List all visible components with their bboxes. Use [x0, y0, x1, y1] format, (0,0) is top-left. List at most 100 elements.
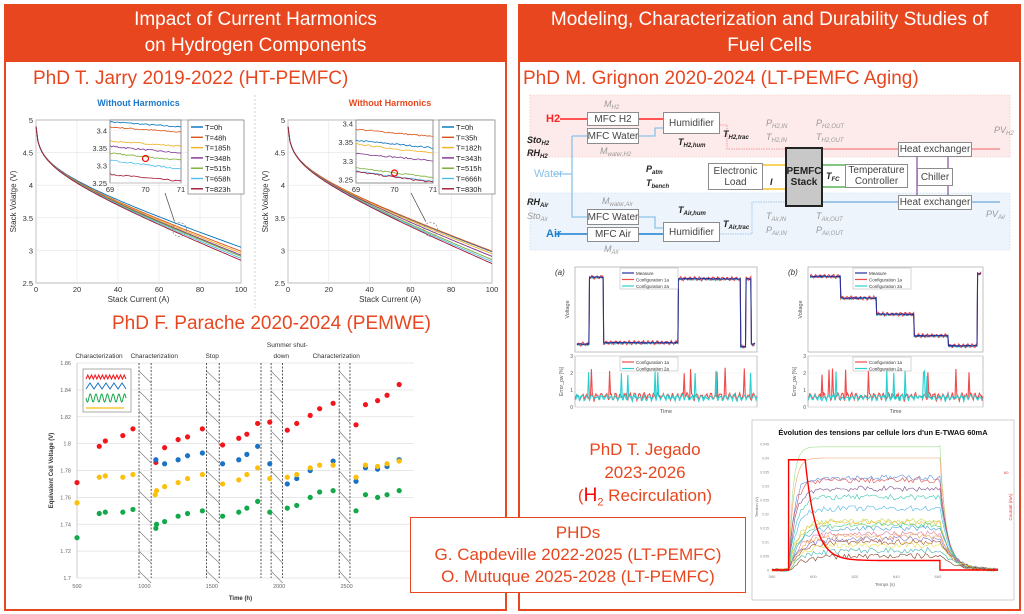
- legend-label: T=830h: [456, 185, 482, 194]
- inset-series-line: [355, 152, 434, 162]
- x-tick-label: 40: [114, 285, 122, 294]
- phd-parache-title: PhD F. Parache 2020-2024 (PEMWE): [112, 313, 431, 334]
- break-hatch: [206, 430, 220, 444]
- chart-model_b: (b) Voltage Error_pw [%] Time 0 1 2 3 Measure Con…: [788, 266, 984, 415]
- voltage-series: [576, 274, 756, 349]
- inset-series-line: [109, 145, 182, 154]
- legend-label: Configuration 2a: [869, 367, 903, 372]
- chart-etwag: Évolution des tensions par cellule lors …: [751, 419, 1015, 601]
- y-tick-label: 2.5: [275, 279, 285, 288]
- hydrogen-zone: [529, 94, 1011, 158]
- data-point: [384, 492, 390, 498]
- x-tick-label: 580: [769, 574, 776, 579]
- data-point: [244, 505, 250, 511]
- phase-label: Characterization: [75, 353, 123, 360]
- data-point: [284, 474, 290, 480]
- legend-box: [619, 267, 679, 290]
- break-hatch: [270, 570, 283, 584]
- inset-series-line: [355, 139, 434, 149]
- y-tick-label: 1.86: [60, 361, 71, 367]
- y2-axis-label: Courant (mA): [1008, 493, 1013, 521]
- inset-x-tick: 71: [177, 185, 185, 194]
- break-hatch: [206, 410, 220, 424]
- inset-series-line: [109, 120, 182, 128]
- jegado-topic: (H2 Recirculation): [577, 485, 713, 509]
- phd-jegado-text: PhD T. Jegado 2023-2026 (H2 Recirculatio…: [560, 438, 730, 514]
- legend-label: T=343h: [456, 154, 482, 163]
- legend-label: T=182h: [456, 144, 482, 153]
- x-tick-label: 20: [325, 285, 333, 294]
- inset-series-line: [109, 140, 182, 148]
- inset-series-line: [109, 159, 182, 170]
- data-point: [236, 457, 242, 463]
- data-point: [219, 513, 226, 519]
- inset-x-tick: 70: [390, 185, 398, 194]
- chart-model_a: (a) Voltage Error_pw [%] Time 0 1 2 3 Measure Con…: [555, 266, 758, 415]
- x-tick-label: 2000: [273, 584, 285, 590]
- break-hatch: [138, 430, 152, 444]
- data-point: [267, 461, 273, 467]
- data-point: [244, 431, 250, 437]
- data-point: [317, 462, 323, 468]
- legend-label: T=348h: [205, 154, 231, 163]
- phds-box: PHDs G. Capdeville 2022-2025 (LT-PEMFC) …: [410, 517, 746, 593]
- legend-waveform-blue: [85, 382, 127, 390]
- y-axis-label: Tension (V): [754, 496, 759, 517]
- y-tick-label: 1.76: [60, 495, 71, 501]
- inset-y-tick: 3.4: [97, 127, 107, 136]
- data-point: [307, 465, 313, 471]
- x-axis-label: Time (h): [229, 596, 252, 602]
- air-zone: [529, 192, 1011, 251]
- inset-series-line: [355, 167, 434, 179]
- x-tick-label: 20: [73, 285, 81, 294]
- data-point: [162, 445, 168, 451]
- right-panel-header: Modeling, Characterization and Durabilit…: [518, 4, 1021, 62]
- y-tick-label: 0.03: [762, 485, 769, 489]
- error-y-tick: 3: [803, 354, 806, 360]
- data-point: [153, 525, 159, 531]
- break-hatch: [270, 370, 283, 384]
- error-legend-box: [852, 356, 912, 372]
- data-point: [236, 435, 242, 441]
- data-point: [96, 443, 102, 449]
- error-y-tick: 2: [803, 371, 806, 377]
- header-line-2: Fuel Cells: [727, 35, 812, 56]
- data-point: [255, 443, 261, 449]
- y-tick-label: 0.02: [762, 513, 769, 517]
- inset-y-tick: 3.35: [338, 138, 353, 147]
- inset-x-tick: 70: [141, 185, 149, 194]
- data-point: [284, 427, 290, 433]
- break-hatch: [138, 470, 152, 484]
- break-hatch: [206, 510, 220, 524]
- data-point: [162, 484, 168, 490]
- inset-series-line: [110, 152, 182, 161]
- y-axis-label: Voltage: [798, 300, 804, 318]
- legend-label: T=515h: [456, 164, 482, 173]
- break-hatch: [270, 530, 283, 544]
- y-tick-label: 2.5: [23, 279, 33, 288]
- phase-label: down: [274, 353, 290, 360]
- break-hatch: [138, 510, 152, 524]
- legend-label: T=823h: [205, 185, 231, 194]
- break-hatch: [338, 410, 351, 424]
- break-hatch: [270, 450, 283, 464]
- data-point: [375, 494, 381, 500]
- data-point: [353, 422, 359, 428]
- break-hatch: [206, 390, 220, 404]
- break-hatch: [270, 390, 283, 404]
- y-axis-label: Voltage: [565, 300, 571, 318]
- zoom-arrow: [164, 192, 175, 222]
- data-point: [236, 509, 242, 515]
- break-hatch: [138, 450, 152, 464]
- series-line: [35, 126, 242, 248]
- phase-label: Summer shut-: [267, 342, 308, 349]
- y-tick-label: 5: [281, 116, 285, 125]
- data-point: [175, 479, 181, 486]
- y-tick-label: 0.01: [762, 541, 769, 545]
- break-hatch: [138, 490, 152, 504]
- legend-label: T=515h: [205, 164, 231, 173]
- y-tick-label: 3: [281, 246, 285, 255]
- cell-voltage-line: [771, 538, 999, 572]
- data-point: [184, 434, 191, 440]
- data-point: [120, 432, 126, 439]
